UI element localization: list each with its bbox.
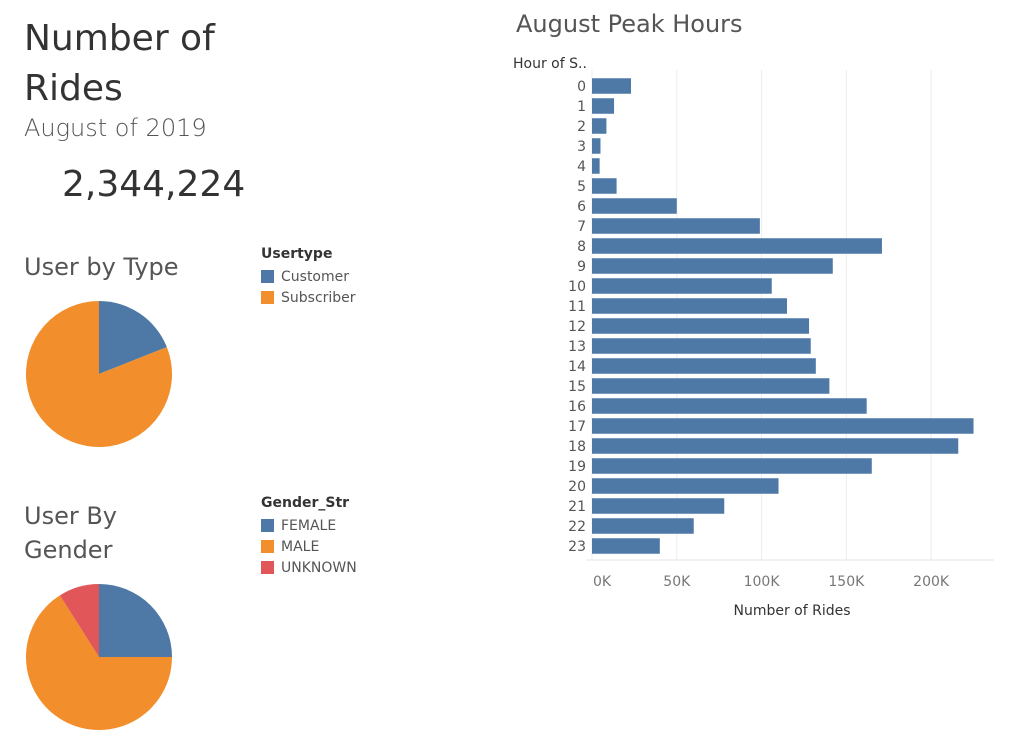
- legend-swatch-unknown: [261, 561, 274, 574]
- bar-hour-19[interactable]: [592, 458, 872, 474]
- gender-title: User By Gender: [24, 502, 117, 564]
- y-tick-label: 20: [568, 479, 586, 495]
- gender-legend[interactable]: Gender_Str FEMALE MALE UNKNOWN: [261, 495, 357, 578]
- y-tick-label: 6: [577, 199, 586, 215]
- gender-slice-female[interactable]: [99, 584, 172, 657]
- x-axis-label: Number of Rides: [733, 603, 850, 615]
- bar-hour-6[interactable]: [592, 198, 677, 214]
- bar-hour-15[interactable]: [592, 378, 830, 394]
- y-tick-label: 19: [568, 459, 586, 475]
- legend-label-subscriber: Subscriber: [281, 289, 356, 306]
- y-tick-label: 23: [568, 539, 586, 555]
- x-tick-label: 200K: [913, 574, 950, 590]
- bar-hour-12[interactable]: [592, 318, 810, 334]
- y-axis-header[interactable]: Hour of S..: [513, 56, 587, 72]
- y-tick-label: 8: [577, 239, 586, 255]
- y-tick-label: 9: [577, 259, 586, 275]
- bar-hour-21[interactable]: [592, 498, 725, 514]
- y-tick-label: 12: [568, 319, 586, 335]
- y-tick-label: 16: [568, 399, 586, 415]
- x-tick-label: 100K: [744, 574, 781, 590]
- legend-label-male: MALE: [281, 538, 320, 555]
- y-tick-label: 14: [568, 359, 586, 375]
- y-tick-label: 3: [577, 139, 586, 155]
- bar-hour-11[interactable]: [592, 298, 787, 314]
- x-tick-label: 0K: [593, 574, 612, 590]
- bar-hour-3[interactable]: [592, 138, 601, 154]
- bar-hour-18[interactable]: [592, 438, 959, 454]
- kpi-subtitle: August of 2019: [24, 114, 207, 142]
- bar-hour-8[interactable]: [592, 238, 882, 254]
- legend-swatch-customer: [261, 270, 274, 283]
- bar-hour-16[interactable]: [592, 398, 867, 414]
- y-tick-label: 13: [568, 339, 586, 355]
- user-type-pie[interactable]: [20, 295, 180, 455]
- gender-slice-unknown[interactable]: [59, 584, 99, 657]
- legend-item-subscriber[interactable]: Subscriber: [261, 287, 356, 308]
- bar-hour-7[interactable]: [592, 218, 760, 234]
- legend-item-male[interactable]: MALE: [261, 536, 357, 557]
- bar-hour-9[interactable]: [592, 258, 833, 274]
- gender-slice-male[interactable]: [25, 595, 172, 730]
- user-type-legend-title: Usertype: [261, 246, 333, 262]
- bar-hour-0[interactable]: [592, 78, 631, 94]
- legend-label-female: FEMALE: [281, 517, 337, 534]
- bar-hour-5[interactable]: [592, 178, 617, 194]
- x-tick-label: 150K: [828, 574, 865, 590]
- y-tick-label: 7: [577, 219, 586, 235]
- user-type-slice-subscriber[interactable]: [26, 301, 172, 447]
- bar-hour-2[interactable]: [592, 118, 607, 134]
- y-tick-label: 15: [568, 379, 586, 395]
- y-tick-label: 11: [568, 299, 586, 315]
- user-type-title: User by Type: [24, 253, 179, 281]
- x-tick-label: 50K: [663, 574, 691, 590]
- legend-item-female[interactable]: FEMALE: [261, 515, 357, 536]
- legend-label-unknown: UNKNOWN: [281, 559, 357, 576]
- bar-hour-13[interactable]: [592, 338, 811, 354]
- bar-hour-20[interactable]: [592, 478, 779, 494]
- bar-hour-1[interactable]: [592, 98, 615, 114]
- bar-hour-22[interactable]: [592, 518, 694, 534]
- legend-swatch-male: [261, 540, 274, 553]
- legend-item-unknown[interactable]: UNKNOWN: [261, 557, 357, 578]
- y-tick-label: 21: [568, 499, 586, 515]
- bar-hour-10[interactable]: [592, 278, 772, 294]
- gender-legend-title: Gender_Str: [261, 495, 350, 511]
- y-tick-label: 22: [568, 519, 586, 535]
- user-type-legend[interactable]: Usertype Customer Subscriber: [261, 246, 356, 308]
- bar-hour-17[interactable]: [592, 418, 974, 434]
- bar-chart-title: August Peak Hours: [516, 10, 743, 38]
- gender-pie[interactable]: [20, 578, 180, 738]
- legend-item-customer[interactable]: Customer: [261, 266, 356, 287]
- y-tick-label: 17: [568, 419, 586, 435]
- y-tick-label: 4: [577, 159, 586, 175]
- legend-label-customer: Customer: [281, 268, 350, 285]
- y-tick-label: 0: [577, 79, 586, 95]
- user-type-slice-customer[interactable]: [99, 301, 167, 374]
- bar-hour-14[interactable]: [592, 358, 816, 374]
- legend-swatch-subscriber: [261, 291, 274, 304]
- y-tick-label: 2: [577, 119, 586, 135]
- legend-swatch-female: [261, 519, 274, 532]
- bar-hour-23[interactable]: [592, 538, 660, 554]
- y-tick-label: 5: [577, 179, 586, 195]
- kpi-title: Number of Rides: [24, 18, 215, 109]
- y-tick-label: 1: [577, 99, 586, 115]
- bar-hour-4[interactable]: [592, 158, 600, 174]
- y-tick-label: 18: [568, 439, 586, 455]
- peak-hours-bar-chart[interactable]: 012345678910111213141516171819202122230K…: [500, 70, 1010, 615]
- kpi-value: 2,344,224: [62, 164, 246, 205]
- y-tick-label: 10: [568, 279, 586, 295]
